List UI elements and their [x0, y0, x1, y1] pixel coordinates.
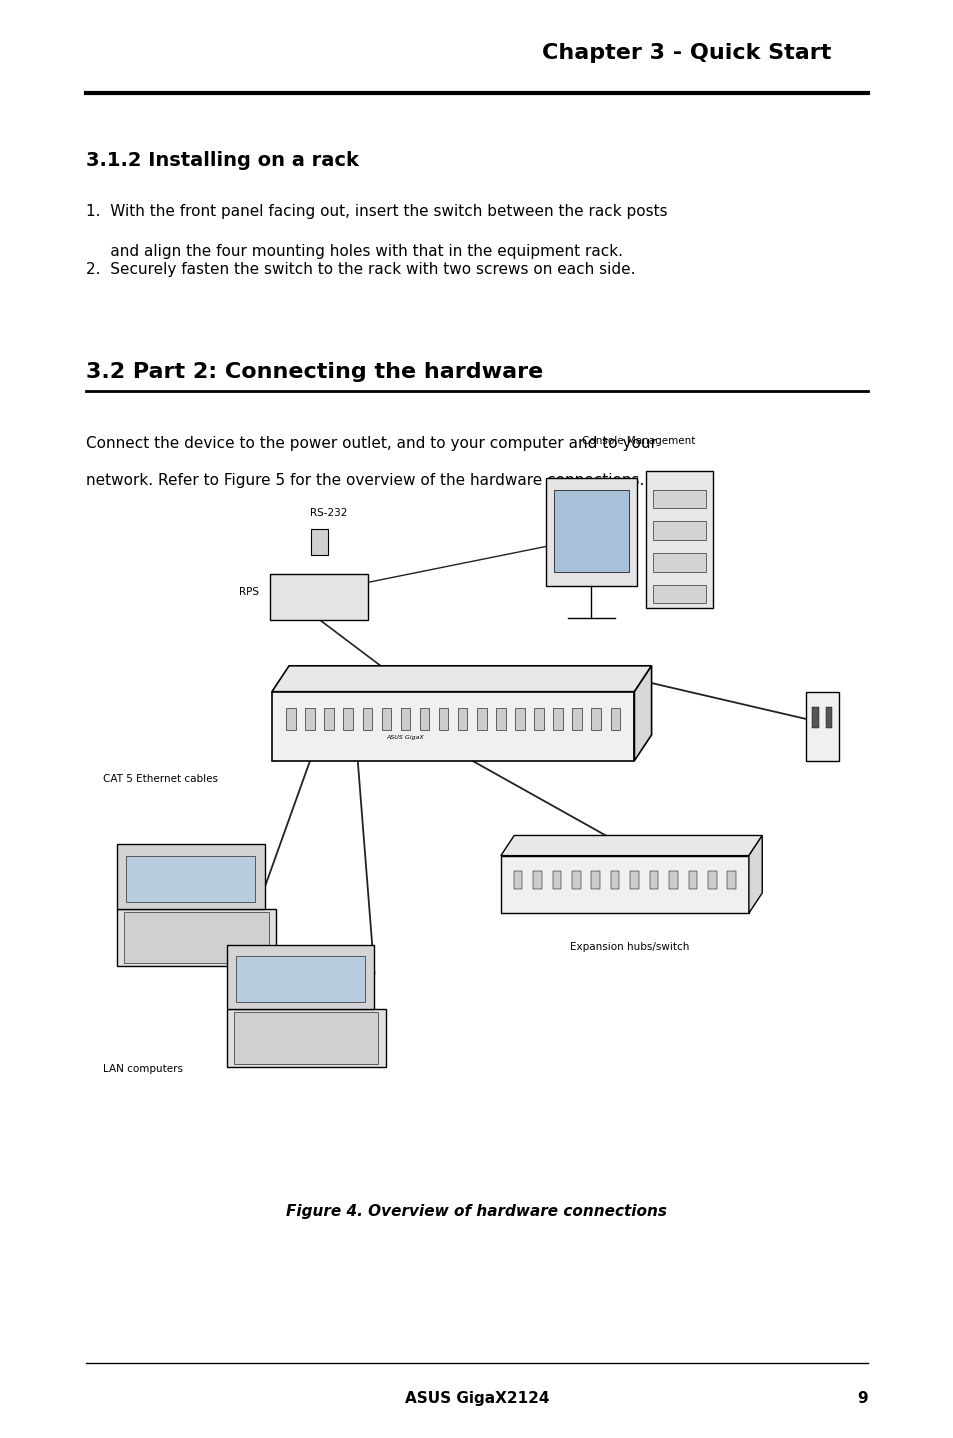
Text: and align the four mounting holes with that in the equipment rack.: and align the four mounting holes with t…	[86, 244, 622, 259]
Text: 2.  Securely fasten the switch to the rack with two screws on each side.: 2. Securely fasten the switch to the rac…	[86, 262, 635, 276]
Polygon shape	[236, 956, 364, 1002]
FancyBboxPatch shape	[824, 707, 831, 728]
Polygon shape	[553, 489, 629, 571]
Polygon shape	[748, 835, 761, 913]
FancyBboxPatch shape	[324, 709, 334, 731]
Text: Chapter 3 - Quick Start: Chapter 3 - Quick Start	[541, 43, 831, 63]
Polygon shape	[226, 945, 374, 1009]
FancyBboxPatch shape	[652, 552, 705, 571]
FancyBboxPatch shape	[707, 871, 716, 889]
FancyBboxPatch shape	[552, 871, 560, 889]
Text: LAN computers: LAN computers	[103, 1064, 183, 1074]
FancyBboxPatch shape	[515, 709, 524, 731]
Polygon shape	[272, 666, 651, 692]
FancyBboxPatch shape	[514, 871, 522, 889]
FancyBboxPatch shape	[400, 709, 410, 731]
Polygon shape	[117, 844, 265, 909]
FancyBboxPatch shape	[305, 709, 314, 731]
Polygon shape	[545, 477, 637, 587]
FancyBboxPatch shape	[610, 871, 618, 889]
FancyBboxPatch shape	[438, 709, 448, 731]
FancyBboxPatch shape	[652, 521, 705, 539]
Text: 3.2 Part 2: Connecting the hardware: 3.2 Part 2: Connecting the hardware	[86, 362, 542, 383]
Text: Console Management: Console Management	[582, 437, 695, 446]
FancyBboxPatch shape	[311, 529, 328, 555]
Text: RS-232: RS-232	[310, 508, 348, 518]
Text: ASUS GigaX: ASUS GigaX	[386, 735, 424, 741]
FancyBboxPatch shape	[476, 709, 486, 731]
FancyBboxPatch shape	[419, 709, 429, 731]
Text: RPS: RPS	[239, 588, 259, 597]
Polygon shape	[272, 692, 634, 761]
FancyBboxPatch shape	[496, 709, 505, 731]
Polygon shape	[634, 666, 651, 761]
Polygon shape	[270, 574, 367, 620]
Text: 9: 9	[857, 1392, 867, 1406]
Polygon shape	[124, 912, 269, 963]
FancyBboxPatch shape	[553, 709, 562, 731]
Text: ASUS GigaX2124: ASUS GigaX2124	[404, 1392, 549, 1406]
FancyBboxPatch shape	[630, 871, 639, 889]
Polygon shape	[233, 1012, 377, 1064]
FancyBboxPatch shape	[668, 871, 677, 889]
FancyBboxPatch shape	[286, 709, 295, 731]
FancyBboxPatch shape	[457, 709, 467, 731]
FancyBboxPatch shape	[362, 709, 372, 731]
FancyBboxPatch shape	[652, 584, 705, 604]
FancyBboxPatch shape	[572, 871, 580, 889]
Text: CAT 5 Ethernet cables: CAT 5 Ethernet cables	[103, 775, 218, 784]
FancyBboxPatch shape	[652, 489, 705, 508]
Text: Figure 4. Overview of hardware connections: Figure 4. Overview of hardware connectio…	[286, 1204, 667, 1218]
FancyBboxPatch shape	[381, 709, 391, 731]
Text: Expansion hubs/switch: Expansion hubs/switch	[569, 942, 689, 952]
Text: 1.  With the front panel facing out, insert the switch between the rack posts: 1. With the front panel facing out, inse…	[86, 204, 667, 219]
FancyBboxPatch shape	[343, 709, 353, 731]
Text: 3.1.2 Installing on a rack: 3.1.2 Installing on a rack	[86, 151, 358, 170]
Polygon shape	[126, 856, 255, 902]
FancyBboxPatch shape	[591, 709, 600, 731]
FancyBboxPatch shape	[572, 709, 581, 731]
Polygon shape	[500, 835, 761, 856]
Text: Connect the device to the power outlet, and to your computer and to your: Connect the device to the power outlet, …	[86, 436, 656, 450]
FancyBboxPatch shape	[591, 871, 599, 889]
Text: network. Refer to Figure 5 for the overview of the hardware connections.: network. Refer to Figure 5 for the overv…	[86, 473, 643, 487]
FancyBboxPatch shape	[811, 707, 818, 728]
Polygon shape	[117, 909, 276, 966]
FancyBboxPatch shape	[688, 871, 697, 889]
FancyBboxPatch shape	[726, 871, 736, 889]
FancyBboxPatch shape	[534, 709, 543, 731]
FancyBboxPatch shape	[610, 709, 619, 731]
FancyBboxPatch shape	[649, 871, 658, 889]
FancyBboxPatch shape	[533, 871, 541, 889]
Polygon shape	[226, 1009, 385, 1067]
Polygon shape	[646, 472, 713, 607]
Polygon shape	[500, 856, 748, 913]
FancyBboxPatch shape	[805, 692, 838, 761]
